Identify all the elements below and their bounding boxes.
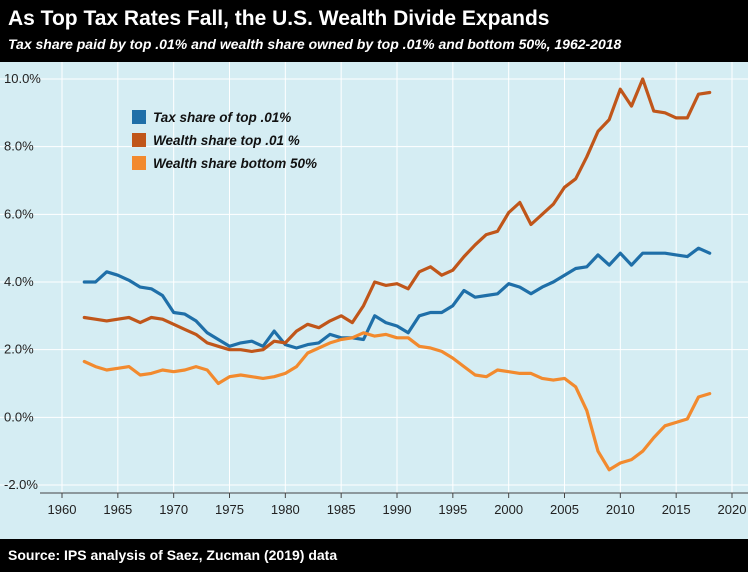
plot-area: 1960 1965 1970 1975 1980 1985 1990 1995 2000 2005… xyxy=(0,62,748,539)
series-lines xyxy=(82,77,712,472)
legend-swatch xyxy=(132,156,146,170)
legend-swatch xyxy=(132,133,146,147)
x-tick-label: 1980 xyxy=(271,502,300,517)
legend-label: Wealth share bottom 50% xyxy=(153,156,317,171)
x-tick-label: 2020 xyxy=(718,502,747,517)
x-tick-label: 1960 xyxy=(48,502,77,517)
axes: 1960 1965 1970 1975 1980 1985 1990 1995 2000 2005… xyxy=(4,71,748,517)
x-tick-label: 1995 xyxy=(438,502,467,517)
y-tick-label: -2.0% xyxy=(4,477,38,492)
legend-swatch xyxy=(132,110,146,124)
x-tick-label: 1985 xyxy=(327,502,356,517)
y-tick-label: 4.0% xyxy=(4,274,34,289)
legend: Tax share of top .01% Wealth share top .0… xyxy=(132,110,317,171)
series-line-1 xyxy=(82,246,712,350)
y-tick-label: 6.0% xyxy=(4,206,34,221)
x-tick-label: 1990 xyxy=(383,502,412,517)
x-tick-label: 1975 xyxy=(215,502,244,517)
source-note: Source: IPS analysis of Saez, Zucman (20… xyxy=(8,547,338,563)
x-tick-label: 1965 xyxy=(103,502,132,517)
y-tick-label: 2.0% xyxy=(4,342,34,357)
line-chart: 1960 1965 1970 1975 1980 1985 1990 1995 2000 2005… xyxy=(0,62,748,517)
x-tick-label: 1970 xyxy=(159,502,188,517)
series-line-2 xyxy=(82,77,712,353)
x-tick-label: 2015 xyxy=(662,502,691,517)
x-tick-label: 2000 xyxy=(494,502,523,517)
x-tick-label: 2005 xyxy=(550,502,579,517)
y-tick-label: 10.0% xyxy=(4,71,41,86)
chart-subtitle: Tax share paid by top .01% and wealth sh… xyxy=(8,36,622,52)
y-tick-label: 0.0% xyxy=(4,409,34,424)
x-tick-label: 2010 xyxy=(606,502,635,517)
legend-label: Tax share of top .01% xyxy=(153,110,291,125)
grid-lines xyxy=(0,62,748,493)
series-line-3 xyxy=(82,331,712,472)
legend-label: Wealth share top .01 % xyxy=(153,133,300,148)
y-tick-label: 8.0% xyxy=(4,139,34,154)
chart-title: As Top Tax Rates Fall, the U.S. Wealth D… xyxy=(8,7,550,30)
